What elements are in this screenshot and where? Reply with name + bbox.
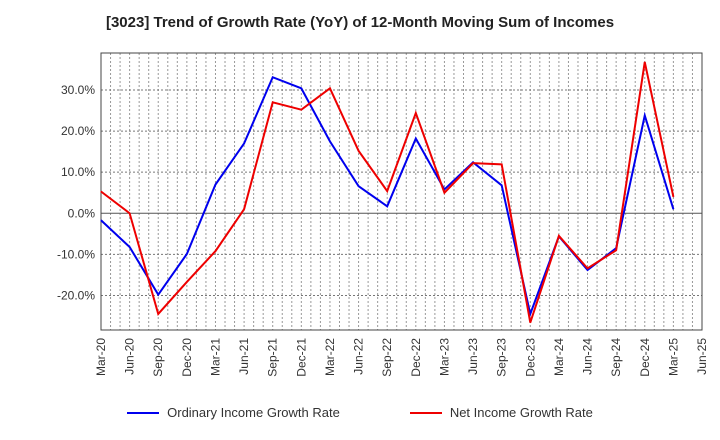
x-tick-label: Sep-23: [495, 338, 509, 377]
x-tick-label: Jun-21: [237, 338, 251, 375]
x-tick-label: Jun-25: [695, 338, 709, 375]
data-point: [386, 190, 388, 192]
data-point: [243, 142, 245, 144]
data-point: [100, 191, 102, 192]
data-point: [186, 253, 188, 255]
x-tick-label: Mar-20: [94, 338, 108, 376]
data-point: [358, 150, 360, 152]
x-tick-label: Sep-21: [266, 338, 280, 377]
data-point: [243, 208, 245, 210]
x-tick-label: Jun-20: [123, 338, 137, 375]
legend-item-ordinary: Ordinary Income Growth Rate: [127, 405, 340, 420]
data-point: [415, 112, 417, 114]
data-point: [129, 212, 131, 214]
data-point: [558, 235, 560, 237]
data-point: [214, 250, 216, 252]
chart-title: [3023] Trend of Growth Rate (YoY) of 12-…: [105, 14, 615, 31]
data-point: [615, 249, 617, 251]
data-point: [157, 313, 159, 315]
data-point: [501, 184, 503, 186]
data-point: [272, 101, 274, 103]
plot-border: [100, 52, 703, 331]
x-tick-label: Mar-22: [323, 338, 337, 376]
legend-label: Ordinary Income Growth Rate: [167, 405, 340, 420]
x-tick-label: Sep-24: [609, 338, 623, 377]
data-point: [358, 185, 360, 187]
data-point: [672, 196, 674, 198]
x-tick-label: Jun-24: [581, 338, 595, 375]
legend-swatch-blue: [127, 411, 160, 414]
data-point: [529, 313, 531, 315]
x-tick-label: Dec-24: [638, 338, 652, 377]
data-point: [272, 76, 274, 78]
data-point: [157, 294, 159, 296]
data-point: [587, 267, 589, 269]
x-tick-label: Sep-22: [380, 338, 394, 377]
data-point: [186, 281, 188, 283]
data-point: [587, 269, 589, 271]
data-point: [329, 87, 331, 89]
x-tick-label: Dec-21: [294, 338, 308, 377]
data-point: [300, 109, 302, 111]
x-tick-label: Mar-25: [666, 338, 680, 376]
y-tick-label: 10.0%: [61, 165, 95, 179]
data-point: [214, 184, 216, 186]
x-tick-label: Jun-22: [352, 338, 366, 375]
data-point: [644, 114, 646, 116]
data-point: [415, 137, 417, 139]
x-tick-label: Mar-23: [437, 338, 451, 376]
data-point: [501, 163, 503, 165]
y-tick-label: 0.0%: [68, 206, 96, 220]
data-point: [386, 205, 388, 207]
x-tick-label: Jun-23: [466, 338, 480, 375]
data-point: [300, 87, 302, 89]
y-tick-label: 30.0%: [61, 83, 95, 97]
data-point: [443, 192, 445, 194]
x-tick-label: Mar-24: [552, 338, 566, 376]
legend-label: Net Income Growth Rate: [449, 405, 593, 420]
x-tick-label: Dec-22: [409, 338, 423, 377]
data-point: [644, 61, 646, 63]
y-tick-label: -10.0%: [57, 247, 95, 261]
data-point: [129, 246, 131, 248]
legend-item-net: Net Income Growth Rate: [409, 405, 593, 420]
y-tick-label: -20.0%: [57, 288, 95, 302]
data-point: [472, 162, 474, 164]
x-tick-label: Dec-20: [180, 338, 194, 377]
x-tick-label: Dec-23: [523, 338, 537, 377]
data-point: [100, 219, 102, 221]
data-point: [529, 322, 531, 324]
legend-swatch-red: [409, 411, 442, 414]
x-tick-label: Sep-20: [151, 338, 165, 377]
x-tick-label: Mar-21: [208, 338, 222, 376]
data-point: [672, 208, 674, 210]
y-tick-label: 20.0%: [61, 124, 95, 138]
legend: Ordinary Income Growth Rate Net Income G…: [0, 405, 720, 420]
data-point: [329, 140, 331, 142]
